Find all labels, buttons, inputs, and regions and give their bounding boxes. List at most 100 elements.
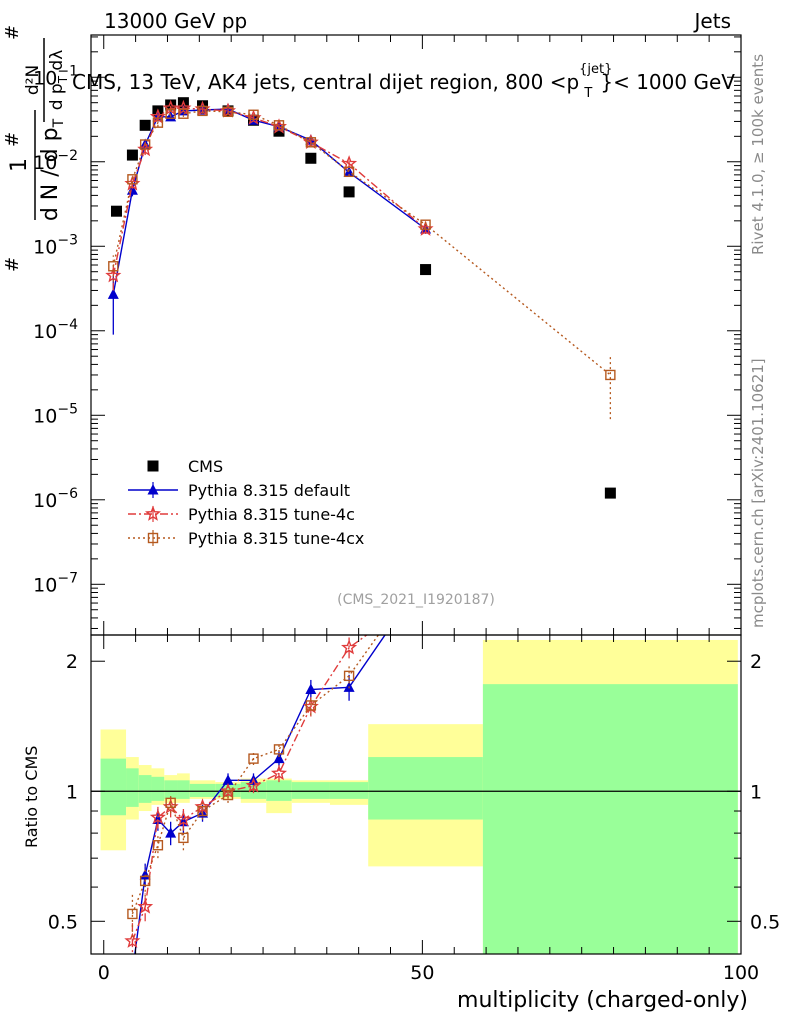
y-tick-label-main--3: 10−3 xyxy=(33,232,78,258)
uncertainty-band-inner-13 xyxy=(482,684,738,954)
main-point-cms-2 xyxy=(139,119,151,131)
plot-title: CMS, 13 TeV, AK4 jets, central dijet reg… xyxy=(72,62,735,101)
y-label-hash-3: # xyxy=(2,25,23,40)
uncertainty-band-inner-6 xyxy=(189,783,216,797)
main-point-pythia-8-315-tune-4c-0 xyxy=(105,267,122,283)
y-tick-label-main--6: 10−6 xyxy=(33,486,78,512)
main-point-cms-4 xyxy=(165,99,177,111)
y-label-prefactor-den: d N / d pT xyxy=(38,118,67,221)
uncertainty-band-inner-9 xyxy=(266,780,292,801)
y-tick-label-ratio-right-2: 2 xyxy=(750,651,762,673)
y-label-prefactor: 1 xyxy=(7,158,32,172)
main-point-pythia-8-315-tune-4c-11 xyxy=(341,155,358,171)
ratio-point-pythia-8-315-tune-4cx-8 xyxy=(273,744,285,755)
y-axis-label-derivative: d²N d pT dλ xyxy=(23,38,70,122)
legend-marker-pythia-8-315-tune-4c xyxy=(144,505,162,521)
x-tick-label-100: 100 xyxy=(723,962,759,984)
y-tick-label-ratio-right-0.5: 0.5 xyxy=(750,911,780,933)
ratio-point-pythia-8-315-tune-4cx-9 xyxy=(305,700,317,711)
legend-marker-pythia-8-315-tune-4cx xyxy=(147,532,159,544)
ratio-point-pythia-8-315-tune-4cx-4 xyxy=(178,832,189,844)
main-point-pythia-8-315-tune-4cx-13 xyxy=(605,369,616,381)
ratio-point-pythia-8-315-default-8 xyxy=(273,752,285,764)
y-axis-label-main: 1 d N / d pT xyxy=(7,110,67,221)
main-point-pythia-8-315-tune-4cx-8 xyxy=(248,109,259,120)
legend-label-cms: CMS xyxy=(188,457,223,476)
main-point-pythia-8-315-tune-4cx-7 xyxy=(222,106,234,118)
main-point-pythia-8-315-tune-4cx-2 xyxy=(139,139,151,150)
ratio-point-pythia-8-315-default-6 xyxy=(222,774,234,785)
main-point-pythia-8-315-tune-4cx-0 xyxy=(108,261,119,272)
x-axis-label: multiplicity (charged-only) xyxy=(457,988,748,1013)
x-tick-label-0: 0 xyxy=(98,962,110,984)
main-point-cms-10 xyxy=(305,152,317,164)
ratio-point-pythia-8-315-tune-4c-1 xyxy=(137,898,154,914)
main-point-pythia-8-315-tune-4cx-5 xyxy=(178,108,189,119)
y-axis-label-ratio: Ratio to CMS xyxy=(22,746,41,848)
main-point-pythia-8-315-tune-4cx-6 xyxy=(197,105,208,117)
ratio-line-pythia-8-315-tune-4cx xyxy=(131,635,380,915)
y-tick-label-main--4: 10−4 xyxy=(33,317,78,343)
y-tick-label-main--1: 10−1 xyxy=(33,63,78,89)
legend-label-pythia-8-315-default: Pythia 8.315 default xyxy=(188,481,350,500)
ratio-point-pythia-8-315-tune-4c-8 xyxy=(270,764,288,781)
main-point-pythia-8-315-tune-4cx-3 xyxy=(152,117,164,128)
main-point-cms-11 xyxy=(343,186,355,198)
y-tick-label-main--7: 10−7 xyxy=(33,570,78,596)
y-tick-label-main--2: 10−2 xyxy=(33,148,78,174)
ratio-point-pythia-8-315-tune-4c-0 xyxy=(124,932,141,948)
y-tick-label-main--5: 10−5 xyxy=(33,401,78,427)
y-label-hash-2: # xyxy=(2,132,23,147)
uncertainty-band-inner-1 xyxy=(126,768,139,807)
main-point-pythia-8-315-tune-4cx-11 xyxy=(343,166,355,178)
header-category-label: Jets xyxy=(693,9,731,33)
y-label-hash-1: # xyxy=(2,257,23,272)
ratio-point-pythia-8-315-tune-4cx-7 xyxy=(248,753,259,764)
legend-label-pythia-8-315-tune-4cx: Pythia 8.315 tune-4cx xyxy=(188,529,364,548)
y-tick-label-ratio-left-2: 2 xyxy=(66,651,78,673)
uncertainty-band-inner-10 xyxy=(291,782,330,799)
main-point-pythia-8-315-tune-4cx-12 xyxy=(420,219,431,230)
ratio-point-pythia-8-315-tune-4c-5 xyxy=(194,798,211,814)
ratio-line-pythia-8-315-tune-4c xyxy=(131,635,368,942)
ratio-point-pythia-8-315-default-3 xyxy=(165,827,177,838)
ratio-point-pythia-8-315-tune-4cx-1 xyxy=(139,875,151,887)
ratio-point-pythia-8-315-tune-4c-7 xyxy=(245,777,262,793)
main-line-pythia-8-315-tune-4c xyxy=(112,107,427,276)
uncertainty-band-inner-2 xyxy=(138,775,152,803)
legend-marker-pythia-8-315-default xyxy=(147,484,159,495)
uncertainty-band-inner-3 xyxy=(151,776,165,801)
uncertainty-band-inner-12 xyxy=(368,757,483,820)
main-line-pythia-8-315-default xyxy=(112,108,427,295)
main-point-cms-1 xyxy=(126,149,138,161)
uncertainty-band-inner-4 xyxy=(164,780,178,799)
header-beam-label: 13000 GeV pp xyxy=(104,9,247,33)
main-point-pythia-8-315-tune-4c-3 xyxy=(149,108,166,124)
ratio-point-pythia-8-315-tune-4cx-5 xyxy=(197,805,208,817)
ratio-point-pythia-8-315-tune-4cx-2 xyxy=(152,840,164,851)
main-line-pythia-8-315-tune-4cx xyxy=(112,110,611,376)
main-point-pythia-8-315-tune-4cx-4 xyxy=(165,108,176,119)
ratio-point-pythia-8-315-default-9 xyxy=(305,683,317,695)
svg-text:d²N: d²N xyxy=(23,65,43,95)
main-point-pythia-8-315-tune-4cx-10 xyxy=(305,137,317,148)
uncertainty-band-inner-5 xyxy=(177,780,190,799)
ratio-point-pythia-8-315-tune-4cx-0 xyxy=(127,908,138,920)
x-tick-label-50: 50 xyxy=(410,962,434,984)
ratio-point-pythia-8-315-tune-4cx-6 xyxy=(222,789,234,801)
ratio-point-pythia-8-315-tune-4c-10 xyxy=(341,639,358,655)
main-point-cms-0 xyxy=(110,205,122,217)
main-point-cms-12 xyxy=(420,264,432,276)
main-point-pythia-8-315-tune-4cx-1 xyxy=(127,174,138,185)
main-point-pythia-8-315-tune-4cx-9 xyxy=(273,120,285,131)
legend-marker-cms xyxy=(147,460,159,472)
ratio-point-pythia-8-315-default-0 xyxy=(127,967,138,978)
y-tick-label-ratio-left-0.5: 0.5 xyxy=(48,911,78,933)
ratio-point-pythia-8-315-tune-4c-2 xyxy=(149,808,166,825)
y-tick-label-ratio-left-1: 1 xyxy=(66,781,78,803)
y-tick-label-ratio-right-1: 1 xyxy=(750,781,762,803)
svg-text:d pT dλ: d pT dλ xyxy=(47,50,70,111)
uncertainty-band-inner-0 xyxy=(100,758,127,816)
uncertainty-band-inner-11 xyxy=(329,782,369,799)
